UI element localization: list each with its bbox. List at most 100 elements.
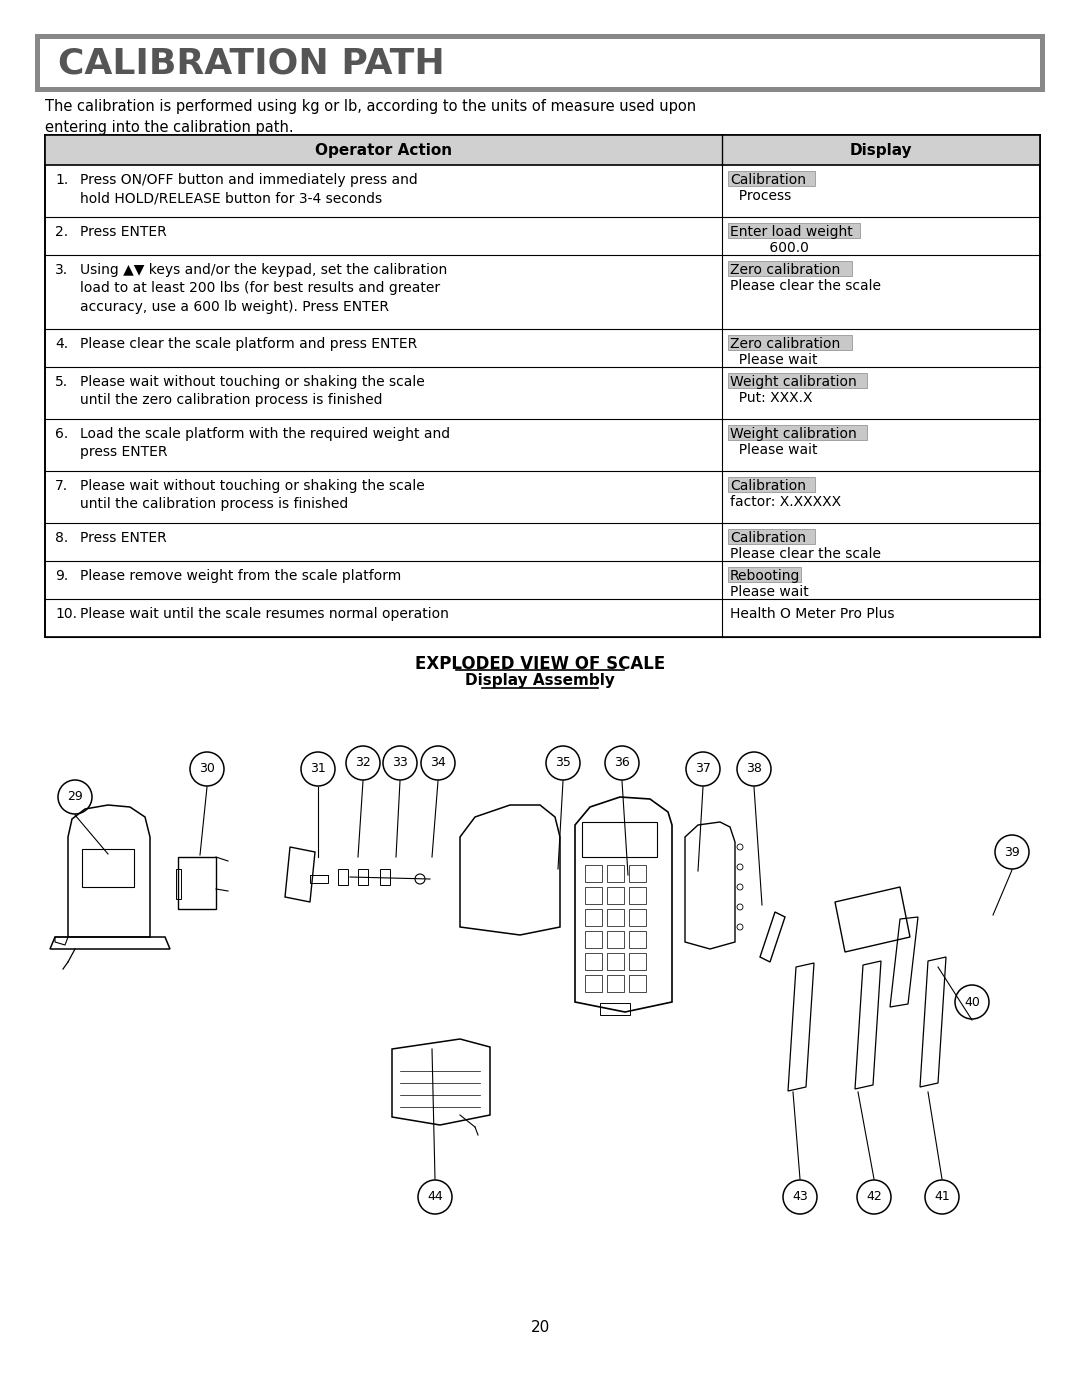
Bar [176, 869, 181, 900]
Text: 5.: 5. [55, 374, 68, 388]
Bar [629, 887, 646, 904]
Bar [585, 865, 602, 882]
Text: Calibration: Calibration [730, 479, 806, 493]
Bar [585, 887, 602, 904]
Text: CALIBRATION PATH: CALIBRATION PATH [58, 46, 445, 80]
Text: EXPLODED VIEW OF SCALE: EXPLODED VIEW OF SCALE [415, 655, 665, 673]
Bar [35, 34, 1045, 92]
Text: 29: 29 [67, 791, 83, 803]
Text: factor: X.XXXXX: factor: X.XXXXX [730, 495, 841, 509]
Text: 30: 30 [199, 763, 215, 775]
Bar [629, 953, 646, 970]
Bar [607, 953, 624, 970]
Bar [629, 930, 646, 949]
Text: 4.: 4. [55, 337, 68, 351]
Bar [607, 865, 624, 882]
Bar [728, 529, 815, 543]
Text: Rebooting: Rebooting [730, 569, 800, 583]
Text: Please wait: Please wait [730, 443, 818, 457]
Text: 42: 42 [866, 1190, 882, 1203]
Text: 37: 37 [696, 763, 711, 775]
Text: Press ENTER: Press ENTER [80, 531, 166, 545]
Bar [607, 975, 624, 992]
Bar [585, 909, 602, 926]
Bar [178, 856, 216, 909]
Text: Please wait: Please wait [730, 353, 818, 367]
Bar [45, 136, 1040, 165]
Bar [45, 136, 1040, 637]
Bar [585, 975, 602, 992]
Text: 6.: 6. [55, 427, 68, 441]
Bar [728, 224, 860, 237]
Text: Please clear the scale platform and press ENTER: Please clear the scale platform and pres… [80, 337, 417, 351]
Bar [582, 821, 657, 856]
Text: 2.: 2. [55, 225, 68, 239]
Text: 36: 36 [615, 757, 630, 770]
Text: 3.: 3. [55, 263, 68, 277]
Text: 31: 31 [310, 763, 326, 775]
Text: Please clear the scale: Please clear the scale [730, 279, 881, 293]
Bar [585, 953, 602, 970]
Text: Operator Action: Operator Action [315, 142, 453, 158]
Bar [357, 869, 368, 886]
Bar [607, 930, 624, 949]
Bar [728, 476, 815, 492]
Bar [338, 869, 348, 886]
Text: Zero calibration: Zero calibration [730, 337, 840, 351]
Text: 34: 34 [430, 757, 446, 770]
Text: 39: 39 [1004, 845, 1020, 859]
Text: Load the scale platform with the required weight and
press ENTER: Load the scale platform with the require… [80, 427, 450, 460]
Text: 600.0: 600.0 [730, 242, 809, 256]
Text: Display: Display [850, 142, 913, 158]
Text: 10.: 10. [55, 608, 77, 622]
Text: Please remove weight from the scale platform: Please remove weight from the scale plat… [80, 569, 402, 583]
Bar [728, 567, 800, 583]
Bar [728, 335, 852, 351]
Text: 33: 33 [392, 757, 408, 770]
Text: Display Assembly: Display Assembly [465, 673, 615, 687]
Text: Process: Process [730, 189, 792, 203]
Text: 7.: 7. [55, 479, 68, 493]
Text: 43: 43 [792, 1190, 808, 1203]
Text: 38: 38 [746, 763, 761, 775]
Text: Press ENTER: Press ENTER [80, 225, 166, 239]
Text: Weight calibration: Weight calibration [730, 374, 856, 388]
Text: 41: 41 [934, 1190, 950, 1203]
Text: Press ON/OFF button and immediately press and
hold HOLD/RELEASE button for 3-4 s: Press ON/OFF button and immediately pres… [80, 173, 418, 205]
Bar [629, 865, 646, 882]
Bar [728, 170, 815, 186]
Text: Put: XXX.X: Put: XXX.X [730, 391, 812, 405]
Bar [607, 909, 624, 926]
Bar [600, 1003, 630, 1016]
Bar [728, 373, 867, 388]
Text: 40: 40 [964, 996, 980, 1009]
Text: Enter load weight: Enter load weight [730, 225, 853, 239]
Text: Using ▲▼ keys and/or the keypad, set the calibration
load to at least 200 lbs (f: Using ▲▼ keys and/or the keypad, set the… [80, 263, 447, 314]
Bar [585, 930, 602, 949]
Bar [728, 425, 867, 440]
Text: 1.: 1. [55, 173, 68, 187]
Bar [40, 39, 1040, 87]
Bar [629, 909, 646, 926]
Bar [82, 849, 134, 887]
Text: 44: 44 [427, 1190, 443, 1203]
Text: 32: 32 [355, 757, 370, 770]
Text: Health O Meter Pro Plus: Health O Meter Pro Plus [730, 608, 894, 622]
Text: 35: 35 [555, 757, 571, 770]
Text: Please wait: Please wait [730, 585, 809, 599]
Bar [310, 875, 328, 883]
Text: 9.: 9. [55, 569, 68, 583]
Text: 20: 20 [530, 1320, 550, 1334]
Bar [728, 261, 852, 277]
Bar [629, 975, 646, 992]
Text: Please clear the scale: Please clear the scale [730, 548, 881, 562]
Text: Please wait until the scale resumes normal operation: Please wait until the scale resumes norm… [80, 608, 449, 622]
Text: 8.: 8. [55, 531, 68, 545]
Bar [607, 887, 624, 904]
Text: The calibration is performed using kg or lb, according to the units of measure u: The calibration is performed using kg or… [45, 99, 697, 136]
Text: Zero calibration: Zero calibration [730, 263, 840, 277]
Text: Calibration: Calibration [730, 173, 806, 187]
Text: Please wait without touching or shaking the scale
until the calibration process : Please wait without touching or shaking … [80, 479, 424, 511]
Text: Weight calibration: Weight calibration [730, 427, 856, 441]
Text: Please wait without touching or shaking the scale
until the zero calibration pro: Please wait without touching or shaking … [80, 374, 424, 408]
